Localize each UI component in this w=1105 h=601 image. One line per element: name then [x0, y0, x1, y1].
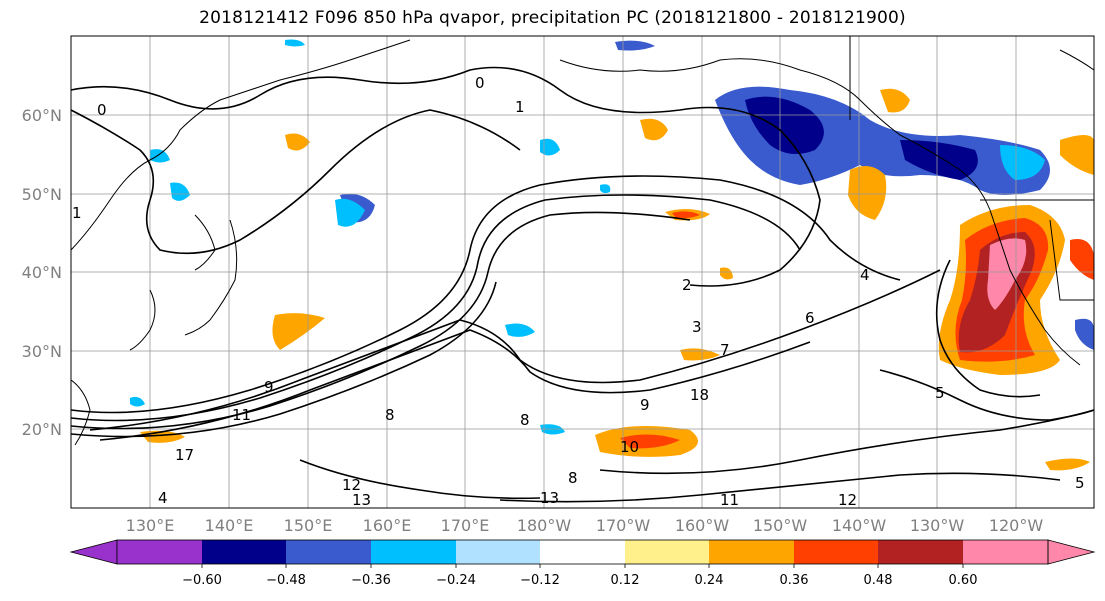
colorbar-tick-label: 0.48: [864, 573, 893, 588]
colorbar-outline: [116, 539, 1049, 565]
contour-label: 4: [860, 266, 870, 284]
contour-label: 17: [175, 446, 194, 464]
lon-label: 140°W: [832, 516, 887, 535]
contour-label: 0: [475, 74, 485, 92]
contour-label: 0: [97, 101, 107, 119]
lon-label: 180°W: [517, 516, 572, 535]
contour-label: 12: [838, 491, 857, 509]
lat-label: 30°N: [22, 342, 62, 361]
contour-label: 4: [158, 489, 168, 507]
contour-label: 7: [720, 341, 730, 359]
contour-label: 9: [640, 396, 650, 414]
colorbar-ticks: [201, 564, 964, 568]
colorbar-swatch: [963, 540, 1048, 564]
colorbar-extend-left: [69, 539, 118, 565]
contour-label: 9: [264, 378, 274, 396]
colorbar-tick-label: 0.60: [949, 573, 978, 588]
colorbar-tick-label: 0.12: [611, 573, 640, 588]
colorbar-tick-label: 0.24: [695, 573, 724, 588]
colorbar-swatch: [371, 540, 456, 564]
colorbar-swatch: [117, 540, 202, 564]
colorbar-swatch: [540, 540, 625, 564]
lon-label: 140°E: [205, 516, 254, 535]
lon-label: 160°W: [675, 516, 730, 535]
lon-label: 130°E: [126, 516, 175, 535]
contour-label: 3: [692, 318, 702, 336]
contour-label: 13: [352, 491, 371, 509]
lat-label: 50°N: [22, 185, 62, 204]
lon-label: 160°E: [363, 516, 412, 535]
colorbar-swatch: [794, 540, 878, 564]
contour-labels: 0 0 1 1 2 3 4 5 6 7 8 8 8 9 9 10 11 11 1…: [72, 74, 1085, 509]
lon-label: 170°E: [441, 516, 490, 535]
contour-label: 6: [805, 309, 815, 327]
map-frame: [70, 35, 1095, 509]
coastlines: [70, 36, 1095, 446]
lon-label: 130°W: [910, 516, 965, 535]
colorbar-tick-label: −0.24: [436, 573, 476, 588]
colorbar-swatch: [286, 540, 371, 564]
lat-label: 20°N: [22, 420, 62, 439]
contour-label: 11: [232, 406, 251, 424]
lon-label: 170°W: [596, 516, 651, 535]
contour-label: 2: [682, 276, 692, 294]
lat-label: 60°N: [22, 106, 62, 125]
latitude-labels: 60°N 50°N 40°N 30°N 20°N: [22, 106, 62, 439]
colorbar-swatch: [625, 540, 709, 564]
lon-label: 150°W: [753, 516, 808, 535]
contour-label: 8: [385, 406, 395, 424]
colorbar-swatch: [456, 540, 540, 564]
graticule: [71, 36, 1094, 508]
lat-label: 40°N: [22, 263, 62, 282]
lon-label: 120°W: [989, 516, 1044, 535]
contour-label: 12: [342, 476, 361, 494]
contour-label: 8: [520, 411, 530, 429]
contour-label: 1: [515, 98, 525, 116]
contour-label: 18: [690, 386, 709, 404]
contour-label: 5: [1075, 474, 1085, 492]
contour-label: 1: [72, 204, 82, 222]
contour-label: 10: [620, 438, 639, 456]
colorbar-extend-right: [1047, 539, 1096, 565]
colorbar: −0.60 −0.48 −0.36 −0.24 −0.12 0.12 0.24 …: [69, 539, 1096, 588]
colorbar-swatch: [878, 540, 963, 564]
contour-label: 5: [935, 384, 945, 402]
colorbar-tick-label: −0.36: [351, 573, 391, 588]
qvapor-contours: [70, 66, 1095, 503]
colorbar-tick-label: 0.36: [780, 573, 809, 588]
contour-label: 13: [540, 489, 559, 507]
lon-label: 150°E: [284, 516, 333, 535]
colorbar-swatch: [709, 540, 794, 564]
contour-label: 8: [568, 469, 578, 487]
colorbar-swatch: [202, 540, 286, 564]
colorbar-tick-label: −0.12: [520, 573, 560, 588]
colorbar-tick-label: −0.60: [182, 573, 222, 588]
map-title: 2018121412 F096 850 hPa qvapor, precipit…: [199, 8, 906, 28]
contour-label: 11: [720, 491, 739, 509]
longitude-labels: 130°E 140°E 150°E 160°E 170°E 180°W 170°…: [126, 516, 1044, 535]
colorbar-tick-label: −0.48: [266, 573, 306, 588]
